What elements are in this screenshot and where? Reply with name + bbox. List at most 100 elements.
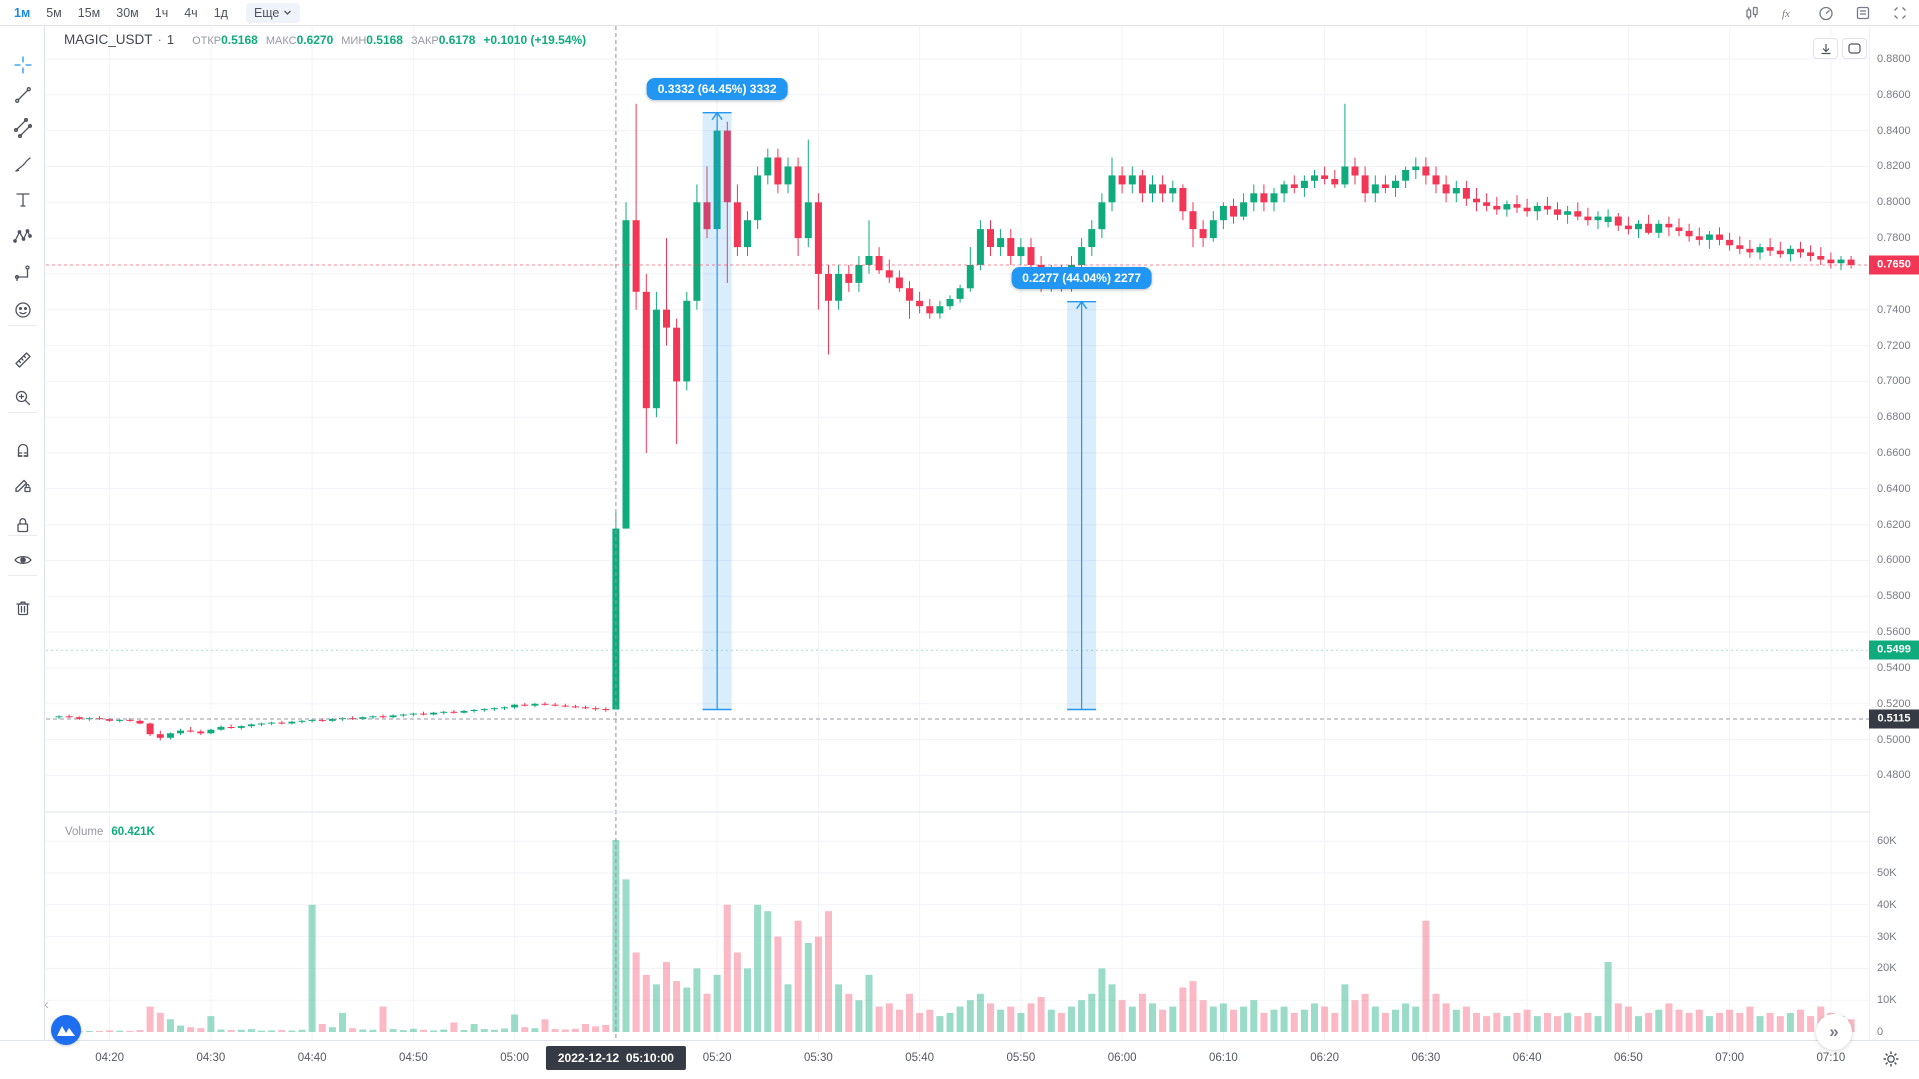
fib-retracement-tool-icon[interactable] bbox=[13, 118, 33, 138]
lock-all-tool-icon[interactable] bbox=[13, 515, 33, 535]
drawing-toolbar bbox=[0, 26, 45, 1040]
mountain-logo-icon bbox=[57, 1026, 75, 1036]
time-tick-label: 07:10 bbox=[1816, 1052, 1846, 1064]
emoji-tool-icon[interactable] bbox=[13, 300, 33, 320]
price-tick-label: 0.8600 bbox=[1877, 88, 1911, 101]
chart-floating-buttons bbox=[1813, 38, 1867, 59]
measurement-label-2[interactable]: 0.2277 (44.04%) 2277 bbox=[1011, 266, 1153, 289]
crosshair-price-tag: 0.5115 bbox=[1869, 709, 1919, 729]
layout-templates-icon[interactable] bbox=[1854, 4, 1872, 22]
gauge-icon[interactable] bbox=[1817, 4, 1835, 22]
ohlc-fields: ОТКР0.5168 МАКС0.6270 МИН0.5168 ЗАКР0.6178 bbox=[184, 32, 475, 47]
time-tick-label: 05:00 bbox=[500, 1052, 530, 1064]
symbol-name[interactable]: MAGIC_USDT bbox=[64, 32, 153, 47]
time-axis[interactable]: 2022-12-12 05:10:00 04:20 04:30 04:40 04:50… bbox=[0, 1040, 1919, 1079]
text-tool-icon[interactable] bbox=[13, 190, 33, 210]
xabcd-pattern-tool-icon[interactable] bbox=[13, 227, 33, 247]
time-tick-label: 07:00 bbox=[1715, 1052, 1745, 1064]
time-axis-settings-gear[interactable] bbox=[1881, 1049, 1901, 1069]
price-tick-label: 0.7800 bbox=[1877, 232, 1911, 245]
date-price-range-tool-icon[interactable] bbox=[13, 263, 33, 283]
time-tick-label: 05:40 bbox=[905, 1052, 935, 1064]
candle-style-icon[interactable] bbox=[1743, 4, 1761, 22]
timeframe-4ч[interactable]: 4ч bbox=[184, 5, 198, 20]
timeframe-1д[interactable]: 1д bbox=[213, 5, 228, 20]
order-price-tag: 0.5499 bbox=[1869, 640, 1919, 660]
price-tick-label: 0.6400 bbox=[1877, 482, 1911, 495]
symbol-header: MAGIC_USDT · 1 ОТКР0.5168 МАКС0.6270 МИН0.… bbox=[64, 32, 586, 47]
ohlc-field-МАКС: МАКС0.6270 bbox=[265, 33, 334, 47]
remove-all-tool-icon[interactable] bbox=[13, 598, 33, 618]
download-button[interactable] bbox=[1813, 38, 1838, 59]
timeframe-more-button[interactable]: Еще bbox=[245, 2, 301, 23]
screenshot-button[interactable] bbox=[1842, 38, 1867, 59]
time-tick-label: 06:10 bbox=[1208, 1052, 1238, 1064]
fullscreen-icon[interactable] bbox=[1891, 4, 1909, 22]
timeframe-5м[interactable]: 5м bbox=[46, 5, 62, 20]
price-change: +0.1010 (+19.54%) bbox=[483, 33, 587, 47]
volume-value: 60.421K bbox=[111, 826, 155, 838]
price-tick-label: 0.5400 bbox=[1877, 661, 1911, 674]
price-tick-label: 0.6600 bbox=[1877, 447, 1911, 460]
toolbar-divider bbox=[8, 535, 37, 536]
price-tick-label: 0.4800 bbox=[1877, 769, 1911, 782]
crosshair-tool-icon[interactable] bbox=[13, 55, 33, 75]
ruler-tool-icon[interactable] bbox=[13, 350, 33, 370]
price-tick-label: 0.6000 bbox=[1877, 554, 1911, 567]
exchange-logo[interactable] bbox=[51, 1015, 81, 1045]
drawing-lock-tool-icon[interactable] bbox=[13, 475, 33, 495]
volume-legend: Volume 60.421K bbox=[65, 826, 155, 838]
screenshot-frame-icon bbox=[1848, 43, 1861, 54]
last-price-tag: 0.7650 bbox=[1869, 255, 1919, 275]
brush-tool-icon[interactable] bbox=[13, 155, 33, 175]
symbol-separator: · bbox=[157, 32, 162, 47]
volume-tick-label: 50K bbox=[1877, 867, 1897, 879]
symbol-interval: 1 bbox=[166, 32, 175, 47]
measurement-label-1[interactable]: 0.3332 (64.45%) 3332 bbox=[646, 77, 788, 100]
price-tick-label: 0.8200 bbox=[1877, 160, 1911, 173]
price-tick-label: 0.6200 bbox=[1877, 518, 1911, 531]
crosshair-time-tooltip: 2022-12-12 05:10:00 bbox=[545, 1046, 686, 1070]
zoom-in-tool-icon[interactable] bbox=[13, 388, 33, 408]
hide-all-tool-icon[interactable] bbox=[13, 550, 33, 570]
ohlc-field-ЗАКР: ЗАКР0.6178 bbox=[410, 33, 476, 47]
volume-tick-label: 10K bbox=[1877, 994, 1897, 1007]
price-tick-label: 0.5200 bbox=[1877, 697, 1911, 710]
timeframe-15м[interactable]: 15м bbox=[77, 5, 101, 20]
top-toolbar: 1м 5м 15м 30м 1ч 4ч 1д Еще fx bbox=[0, 0, 1919, 26]
price-axis[interactable]: 0.4800 0.5000 0.5200 0.5400 0.5600 0.5800 0.60… bbox=[1869, 26, 1919, 1040]
top-toolbar-right-icons: fx bbox=[1743, 4, 1919, 22]
timeframe-1ч[interactable]: 1ч bbox=[154, 5, 169, 20]
time-tick-label: 04:50 bbox=[398, 1052, 428, 1064]
scroll-left-button[interactable]: ‹ bbox=[44, 996, 49, 1013]
download-icon bbox=[1821, 43, 1830, 54]
price-tick-label: 0.5800 bbox=[1877, 590, 1911, 603]
price-tick-label: 0.7200 bbox=[1877, 339, 1911, 352]
price-tick-label: 0.7000 bbox=[1877, 375, 1911, 388]
price-tick-label: 0.7400 bbox=[1877, 303, 1911, 316]
toolbar-divider bbox=[8, 575, 37, 576]
price-tick-label: 0.8800 bbox=[1877, 53, 1911, 65]
toolbar-divider bbox=[8, 325, 37, 326]
magnet-tool-icon[interactable] bbox=[13, 440, 33, 460]
trend-line-tool-icon[interactable] bbox=[13, 85, 33, 105]
indicators-fx-icon[interactable]: fx bbox=[1780, 4, 1798, 22]
timeframe-30м[interactable]: 30м bbox=[116, 5, 139, 20]
svg-text:fx: fx bbox=[1782, 8, 1790, 20]
time-tick-label: 04:30 bbox=[196, 1052, 226, 1064]
timeframe-bar: 1м 5м 15м 30м 1ч 4ч 1д bbox=[0, 4, 236, 22]
ohlc-field-МИН: МИН0.5168 bbox=[341, 33, 403, 47]
volume-tick-label: 0 bbox=[1877, 1026, 1884, 1038]
time-tick-label: 04:40 bbox=[297, 1052, 327, 1064]
price-tick-label: 0.5000 bbox=[1877, 733, 1911, 746]
timeframe-1м[interactable]: 1м bbox=[14, 5, 31, 20]
scroll-right-button[interactable]: » bbox=[1816, 1014, 1852, 1050]
gear-icon bbox=[1883, 1051, 1899, 1067]
time-tick-label: 06:50 bbox=[1613, 1052, 1643, 1064]
time-tick-label: 04:20 bbox=[95, 1052, 125, 1064]
price-tick-label: 0.6800 bbox=[1877, 411, 1911, 424]
time-tick-label: 06:30 bbox=[1411, 1052, 1441, 1064]
time-tick-label: 05:20 bbox=[702, 1052, 732, 1064]
